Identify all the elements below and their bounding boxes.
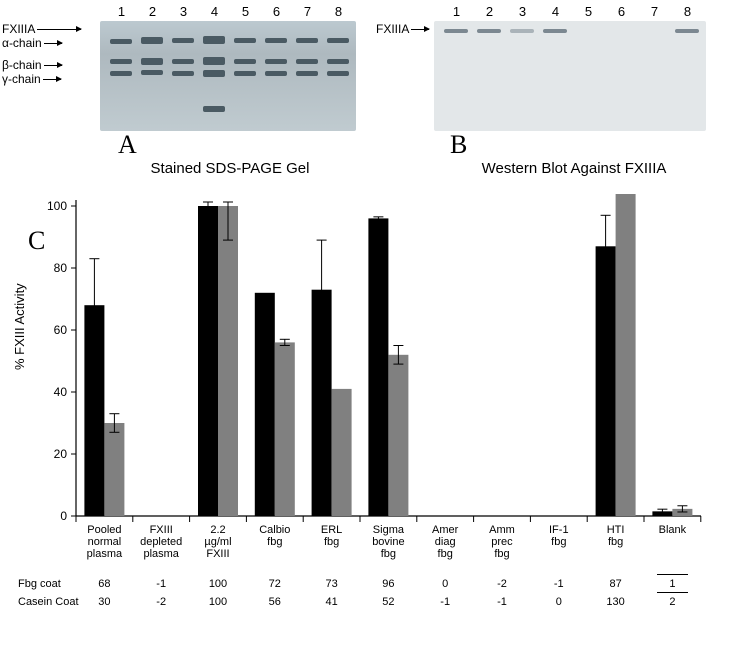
casein-coat-value: 130 [587, 596, 644, 608]
fbg-coat-value: 73 [303, 578, 360, 590]
fbg-coat-value: 72 [246, 578, 303, 590]
panel-c: C % FXIII Activity 020406080100 Pooledno… [18, 190, 718, 645]
fbg-coat-value: 100 [190, 578, 247, 590]
arrow-icon [411, 29, 429, 30]
svg-text:100: 100 [47, 199, 67, 213]
casein-coat-value: 2 [644, 596, 701, 608]
blot-image-b [434, 21, 706, 131]
svg-text:60: 60 [54, 323, 68, 337]
casein-coat-value: 41 [303, 596, 360, 608]
panel-caption-b: Western Blot Against FXIIIA [454, 160, 694, 177]
fbg-coat-value: 68 [76, 578, 133, 590]
x-category-label: 2.2µg/mlFXIII [190, 524, 247, 560]
svg-text:20: 20 [54, 447, 68, 461]
panel-letter-a: A [118, 130, 137, 160]
panel-letter-b: B [450, 130, 467, 160]
band-label-fxiiia: FXIIIA [2, 22, 35, 36]
fbg-coat-value: -2 [474, 578, 531, 590]
band-label-alpha: α-chain [2, 36, 42, 50]
casein-coat-value: 30 [76, 596, 133, 608]
casein-coat-value: 0 [530, 596, 587, 608]
arrow-icon [44, 43, 62, 44]
casein-coat-value: 56 [246, 596, 303, 608]
blank-underline [657, 592, 688, 593]
arrow-icon [43, 79, 61, 80]
fbg-coat-value: 1 [644, 578, 701, 590]
blank-underline [657, 574, 688, 575]
casein-coat-value: 100 [190, 596, 247, 608]
casein-coat-value: -1 [417, 596, 474, 608]
band-label-beta: β-chain [2, 58, 42, 72]
casein-coat-value: 52 [360, 596, 417, 608]
wb-label: FXIIIA [376, 22, 429, 36]
svg-text:0: 0 [60, 509, 67, 523]
x-category-label: Ammprecfbg [474, 524, 531, 560]
fbg-coat-value: 96 [360, 578, 417, 590]
arrow-icon [44, 65, 62, 66]
panel-caption-a: Stained SDS-PAGE Gel [120, 160, 340, 177]
fbg-coat-value: -1 [133, 578, 190, 590]
row-label-fbg: Fbg coat [18, 578, 61, 590]
casein-coat-value: -1 [474, 596, 531, 608]
x-category-label: ERLfbg [303, 524, 360, 548]
x-category-label: FXIIIdepletedplasma [133, 524, 190, 560]
bar-chart: 0 20 40 60 80 100 [18, 190, 718, 530]
casein-coat-value: -2 [133, 596, 190, 608]
svg-text:40: 40 [54, 385, 68, 399]
x-category-label: Poolednormalplasma [76, 524, 133, 560]
lane-numbers-a: 1 2 3 4 5 6 7 8 [106, 4, 354, 19]
svg-text:80: 80 [54, 261, 68, 275]
x-category-label: HTIfbg [587, 524, 644, 548]
band-label-gamma: γ-chain [2, 72, 41, 86]
fbg-coat-value: 87 [587, 578, 644, 590]
lane-numbers-b: 1 2 3 4 5 6 7 8 [440, 4, 704, 19]
x-category-label: Sigmabovinefbg [360, 524, 417, 560]
x-category-label: IF-1fbg [530, 524, 587, 548]
row-label-casein: Casein Coat [18, 596, 79, 608]
arrow-icon [37, 29, 81, 30]
gel-band-labels: FXIIIA α-chain β-chain γ-chain [2, 22, 81, 86]
x-category-label: Amerdiagfbg [417, 524, 474, 560]
fbg-coat-value: 0 [417, 578, 474, 590]
panel-a: FXIIIA α-chain β-chain γ-chain 1 2 3 4 5… [0, 4, 364, 179]
fbg-coat-value: -1 [530, 578, 587, 590]
panel-b: 1 2 3 4 5 6 7 8 FXIIIA B Western Blot Ag… [364, 4, 729, 179]
x-category-label: Blank [644, 524, 701, 536]
gel-image-a [100, 21, 356, 131]
x-category-label: Calbiofbg [246, 524, 303, 548]
